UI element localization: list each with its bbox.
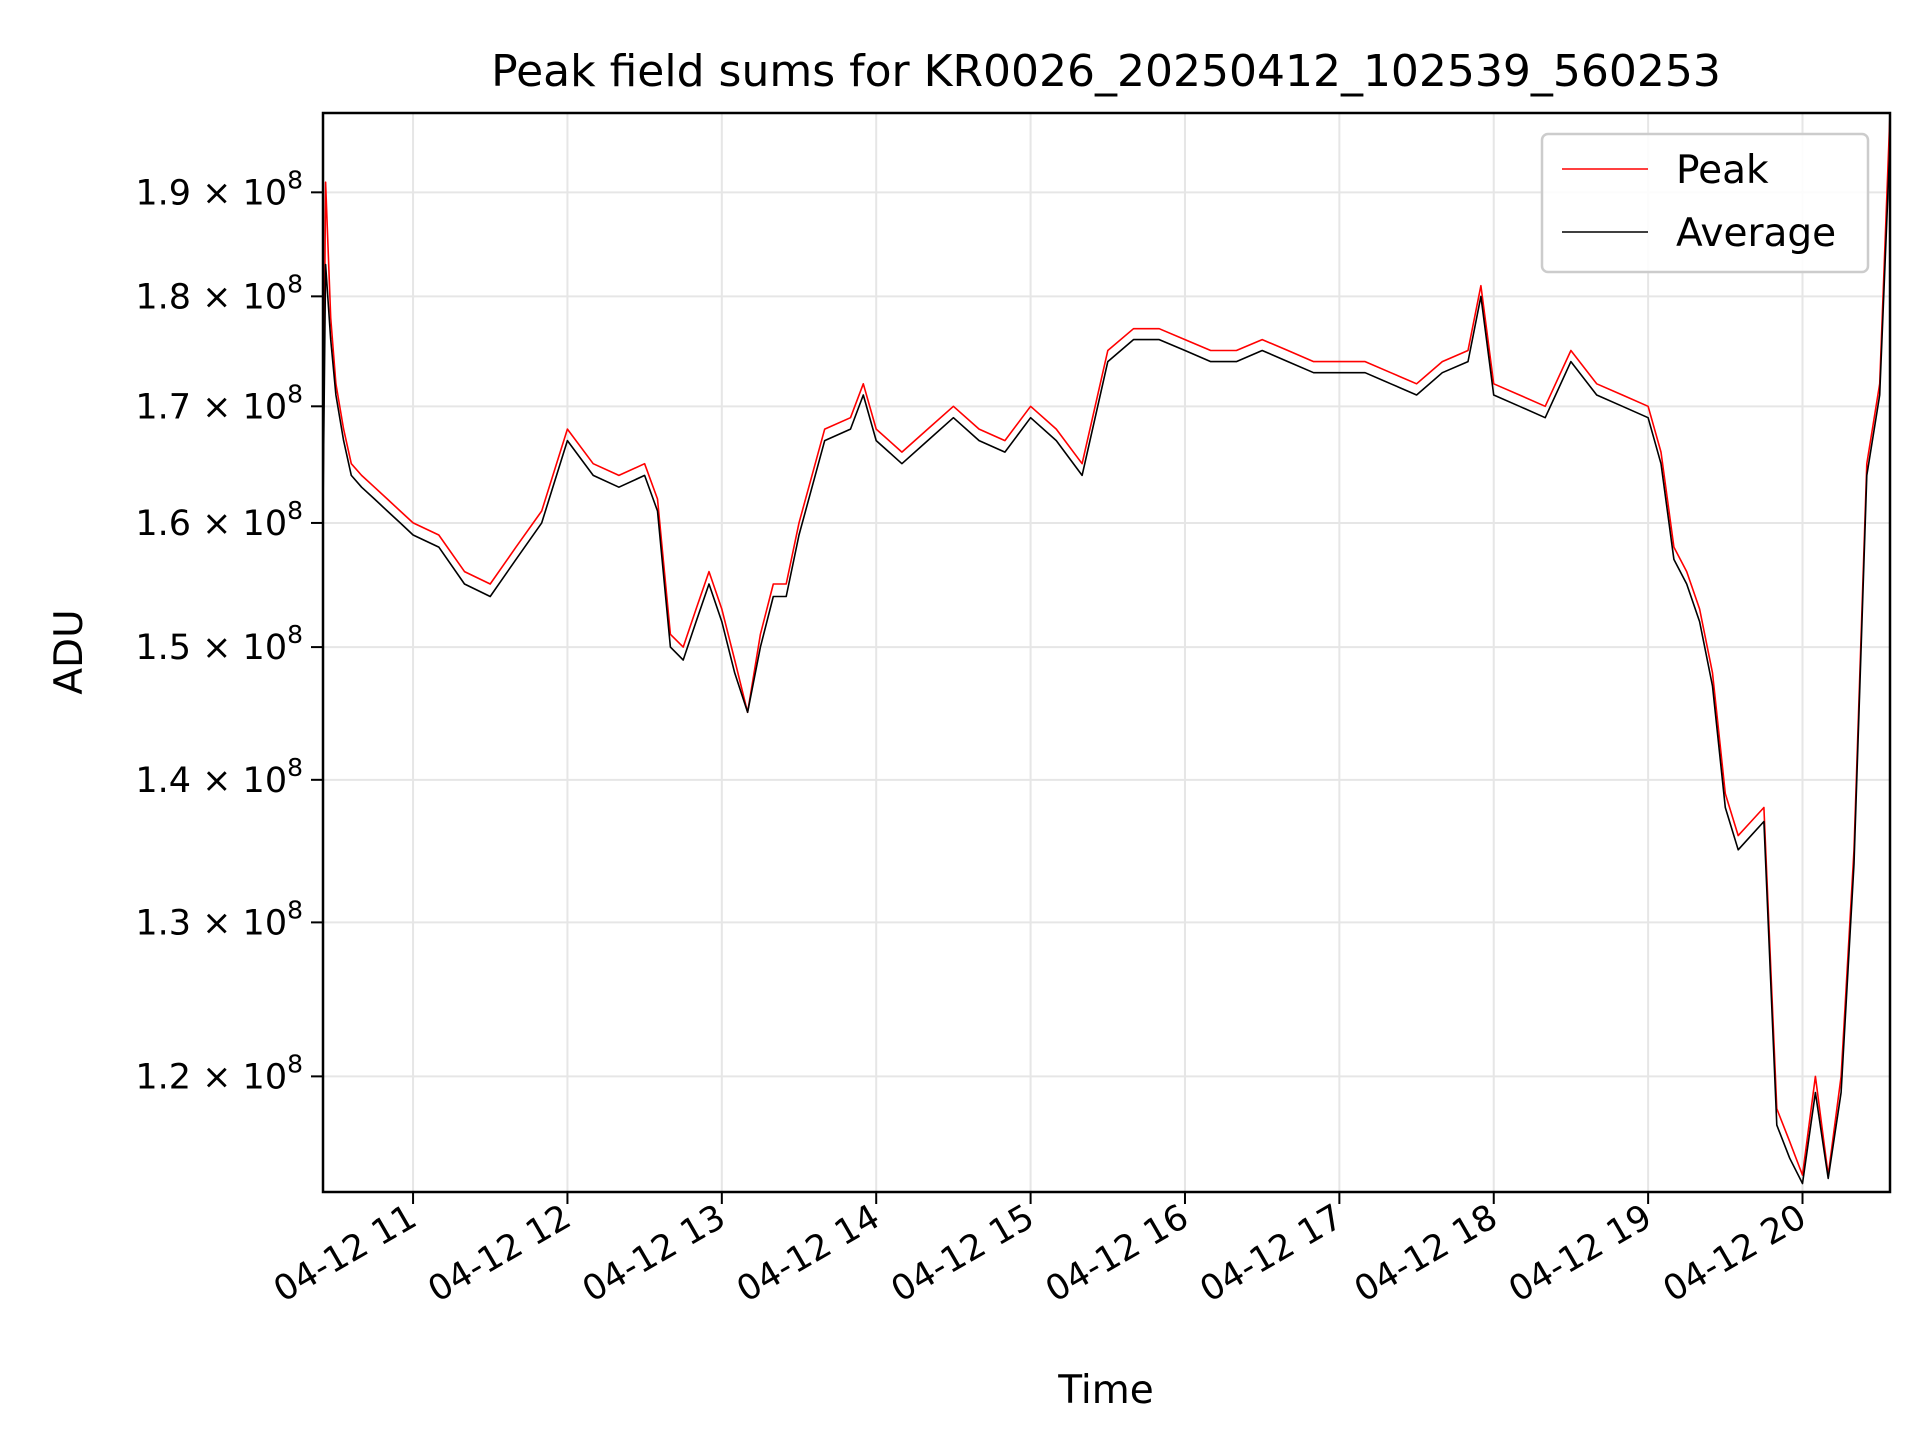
plot-frame — [321, 111, 1892, 1194]
y-tick-label: 1.5 × 108 — [135, 620, 303, 668]
series-line-peak — [322, 112, 1891, 1176]
y-tick-label: 1.8 × 108 — [135, 269, 303, 317]
y-tick-label: 1.9 × 108 — [135, 165, 303, 213]
x-axis-label: Time — [1057, 1368, 1153, 1413]
y-tick-label: 1.4 × 108 — [135, 753, 303, 801]
grid-lines — [323, 113, 1890, 1192]
series-line-average — [322, 142, 1891, 1185]
y-tick-label: 1.6 × 108 — [135, 496, 303, 544]
y-axis: 1.2 × 108 1.3 × 108 1.4 × 108 1.5 × 108 1.6 … — [135, 165, 323, 1097]
legend-label-average: Average — [1676, 211, 1836, 256]
plot-lines — [322, 112, 1891, 1185]
y-tick-label: 1.2 × 108 — [135, 1049, 303, 1097]
legend-label-peak: Peak — [1676, 148, 1769, 193]
y-tick-label: 1.7 × 108 — [135, 379, 303, 427]
y-axis-label: ADU — [47, 609, 92, 694]
chart-title: Peak field sums for KR0026_20250412_1025… — [491, 46, 1721, 97]
y-tick-label: 1.3 × 108 — [135, 895, 303, 943]
legend: Peak Average — [1540, 132, 1870, 274]
